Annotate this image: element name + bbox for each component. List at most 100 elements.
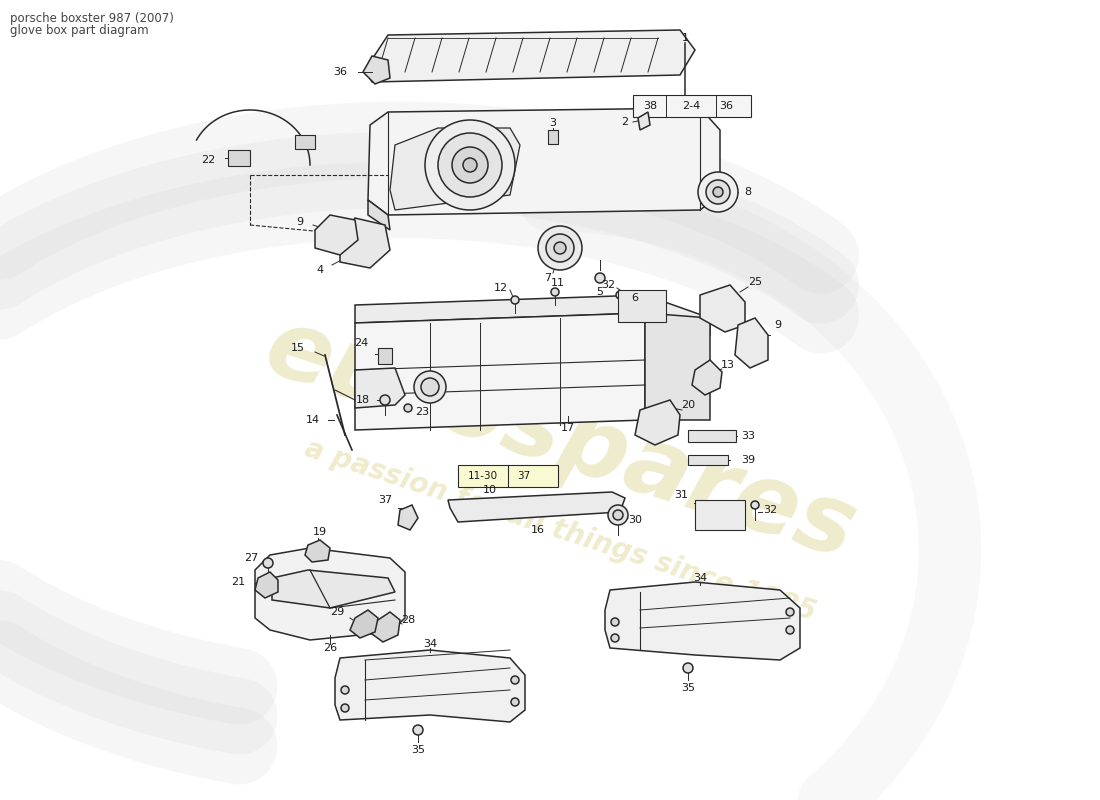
Polygon shape	[372, 612, 400, 642]
Text: 32: 32	[601, 280, 615, 290]
Text: 29: 29	[330, 607, 344, 617]
Text: 1: 1	[682, 33, 689, 43]
Text: 30: 30	[628, 515, 642, 525]
Polygon shape	[635, 400, 680, 445]
Polygon shape	[365, 30, 695, 82]
Circle shape	[538, 226, 582, 270]
Text: a passion for all things since 1985: a passion for all things since 1985	[301, 434, 820, 626]
Circle shape	[412, 725, 424, 735]
Circle shape	[404, 404, 412, 412]
Text: 28: 28	[400, 615, 415, 625]
Text: 35: 35	[411, 745, 425, 755]
Text: 17: 17	[561, 423, 575, 433]
Circle shape	[608, 505, 628, 525]
Text: 37: 37	[378, 495, 392, 505]
Text: 11: 11	[551, 278, 565, 288]
Text: 8: 8	[745, 187, 751, 197]
Polygon shape	[368, 108, 720, 215]
Circle shape	[379, 395, 390, 405]
Polygon shape	[305, 540, 330, 562]
Polygon shape	[336, 650, 525, 722]
Circle shape	[595, 273, 605, 283]
Circle shape	[341, 704, 349, 712]
Polygon shape	[355, 295, 710, 335]
Text: 27: 27	[244, 553, 258, 563]
Circle shape	[786, 608, 794, 616]
Polygon shape	[700, 285, 745, 332]
Circle shape	[613, 510, 623, 520]
Bar	[295, 135, 315, 149]
Circle shape	[512, 296, 519, 304]
Text: 13: 13	[720, 360, 735, 370]
Text: 15: 15	[292, 343, 305, 353]
Text: 37: 37	[517, 471, 530, 481]
Text: 39: 39	[741, 455, 755, 465]
Text: 25: 25	[748, 277, 762, 287]
Circle shape	[425, 120, 515, 210]
Text: 9: 9	[296, 217, 304, 227]
Text: 23: 23	[415, 407, 429, 417]
Circle shape	[706, 180, 730, 204]
Bar	[378, 348, 392, 364]
Text: 2: 2	[620, 117, 628, 127]
Circle shape	[546, 234, 574, 262]
Circle shape	[452, 147, 488, 183]
Polygon shape	[272, 570, 395, 608]
Circle shape	[414, 371, 446, 403]
Text: 34: 34	[693, 573, 707, 583]
Circle shape	[786, 626, 794, 634]
Text: 14: 14	[306, 415, 320, 425]
Text: 34: 34	[422, 639, 437, 649]
Text: porsche boxster 987 (2007): porsche boxster 987 (2007)	[10, 12, 174, 25]
Bar	[695, 500, 745, 530]
Polygon shape	[315, 215, 358, 255]
Bar	[618, 290, 666, 322]
Text: eurospares: eurospares	[253, 301, 867, 579]
Circle shape	[554, 242, 566, 254]
Polygon shape	[605, 582, 800, 660]
Circle shape	[713, 187, 723, 197]
Circle shape	[683, 663, 693, 673]
Polygon shape	[355, 313, 645, 430]
Polygon shape	[638, 112, 650, 130]
Polygon shape	[735, 318, 768, 368]
Text: 38: 38	[642, 101, 657, 111]
Polygon shape	[448, 492, 625, 522]
Polygon shape	[645, 313, 710, 420]
Text: 7: 7	[544, 273, 551, 283]
Bar	[688, 455, 728, 465]
Bar	[632, 95, 751, 117]
Polygon shape	[340, 218, 390, 268]
Text: 4: 4	[317, 265, 323, 275]
Text: 16: 16	[531, 525, 544, 535]
Text: 22: 22	[200, 155, 214, 165]
Circle shape	[610, 634, 619, 642]
Text: 20: 20	[681, 400, 695, 410]
Text: 31: 31	[674, 490, 688, 500]
Text: 26: 26	[323, 643, 337, 653]
Polygon shape	[363, 56, 390, 84]
Text: 9: 9	[774, 320, 782, 330]
Circle shape	[341, 686, 349, 694]
Bar	[458, 465, 558, 487]
Circle shape	[551, 288, 559, 296]
Polygon shape	[350, 610, 378, 638]
Polygon shape	[398, 505, 418, 530]
Text: glove box part diagram: glove box part diagram	[10, 24, 148, 37]
Text: 5: 5	[596, 287, 604, 297]
Polygon shape	[355, 368, 405, 408]
Text: 33: 33	[741, 431, 755, 441]
Text: 6: 6	[631, 293, 638, 303]
Bar	[688, 430, 736, 442]
Bar	[548, 130, 558, 144]
Text: 12: 12	[494, 283, 508, 293]
Text: 19: 19	[312, 527, 327, 537]
Polygon shape	[368, 200, 390, 230]
Text: 10: 10	[483, 485, 497, 495]
Circle shape	[512, 676, 519, 684]
Text: 21: 21	[231, 577, 245, 587]
Text: 36: 36	[333, 67, 346, 77]
Circle shape	[438, 133, 502, 197]
Polygon shape	[255, 548, 405, 640]
Circle shape	[512, 698, 519, 706]
